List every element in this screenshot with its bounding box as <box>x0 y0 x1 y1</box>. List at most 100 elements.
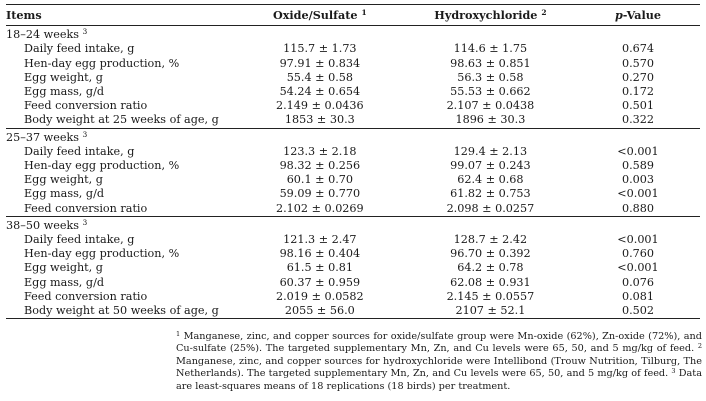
footnote-text: Data are least-squares means of 18 repli… <box>176 368 702 392</box>
row-item-label: Body weight at 25 weeks of age, g <box>24 113 219 127</box>
row-item-label: Feed conversion ratio <box>24 99 148 113</box>
hydroxychloride-value: 2.107 ± 0.0438 <box>446 99 535 113</box>
p-value: 0.570 <box>621 56 654 70</box>
table-row: Daily feed intake, g 121.3 ± 2.47 128.7 ± … <box>6 233 700 247</box>
row-item-label: Feed conversion ratio <box>24 289 148 303</box>
table-row: Daily feed intake, g 123.3 ± 2.18 129.4 ± … <box>6 145 700 159</box>
table-row: Hen-day egg production, % 98.16 ± 0.404 96… <box>6 247 700 261</box>
row-item-label: Egg weight, g <box>24 261 103 275</box>
group-label: 25–37 weeks 3 <box>6 127 700 145</box>
hydroxychloride-value: 62.08 ± 0.931 <box>450 275 531 289</box>
row-item-label: Egg weight, g <box>24 173 103 187</box>
p-value: 0.322 <box>621 113 654 127</box>
oxide-sulfate-value: 98.32 ± 0.256 <box>279 159 361 173</box>
oxide-sulfate-value: 2.149 ± 0.0436 <box>276 99 364 113</box>
p-value: 0.589 <box>621 159 654 173</box>
row-item-label: Hen-day egg production, % <box>24 159 180 173</box>
p-value: 0.172 <box>621 85 654 99</box>
p-value: 0.270 <box>621 70 654 84</box>
group-header-row: 38–50 weeks 3 <box>6 215 700 234</box>
hydroxychloride-value: 64.2 ± 0.78 <box>457 261 524 275</box>
header-oxide-sulfate: Oxide/Sulfate 1 <box>234 3 405 27</box>
group-label: 38–50 weeks 3 <box>6 215 700 234</box>
results-table: Items Oxide/Sulfate 1 Hydroxychloride 2 … <box>6 3 700 320</box>
p-value: 0.502 <box>575 304 700 320</box>
group-header-row: 25–37 weeks 3 <box>6 127 700 145</box>
p-value: <0.001 <box>617 261 659 275</box>
p-value: 0.674 <box>621 42 654 56</box>
oxide-sulfate-value: 115.7 ± 1.73 <box>283 42 357 56</box>
oxide-sulfate-value: 60.37 ± 0.959 <box>279 275 361 289</box>
row-item-label: Daily feed intake, g <box>24 233 135 247</box>
hydroxychloride-value: 129.4 ± 2.13 <box>453 144 528 158</box>
oxide-sulfate-value: 2055 ± 56.0 <box>234 304 405 320</box>
header-p-value: p-Value <box>575 3 700 27</box>
hydroxychloride-value: 128.7 ± 2.42 <box>453 233 528 247</box>
table-row: Egg mass, g/d 54.24 ± 0.654 55.53 ± 0.662 0… <box>6 85 700 99</box>
oxide-sulfate-value: 61.5 ± 0.81 <box>286 261 353 275</box>
hydroxychloride-value: 1896 ± 30.3 <box>455 113 526 127</box>
header-items: Items <box>6 3 235 27</box>
row-item-label: Feed conversion ratio <box>24 201 148 215</box>
p-value: 0.081 <box>621 289 654 303</box>
group-header-row: 18–24 weeks 3 <box>6 26 700 43</box>
row-item-label: Hen-day egg production, % <box>24 56 180 70</box>
table-row: Hen-day egg production, % 98.32 ± 0.256 99… <box>6 159 700 173</box>
row-item-label: Daily feed intake, g <box>24 42 135 56</box>
footnote-text: Manganese, zinc, and copper sources for … <box>176 355 702 380</box>
oxide-sulfate-value: 123.3 ± 2.18 <box>283 144 357 158</box>
p-value: 0.076 <box>621 275 654 289</box>
oxide-sulfate-value: 98.16 ± 0.404 <box>279 247 361 261</box>
row-item-label: Egg weight, g <box>24 70 103 84</box>
hydroxychloride-value: 114.6 ± 1.75 <box>453 42 528 56</box>
p-value: 0.760 <box>621 247 654 261</box>
table-body: 18–24 weeks 3 Daily feed intake, g 115.7 ±… <box>6 26 700 320</box>
header-row: Items Oxide/Sulfate 1 Hydroxychloride 2 … <box>6 3 700 27</box>
table-row: Egg weight, g 55.4 ± 0.58 56.3 ± 0.58 0.270 <box>6 71 700 85</box>
oxide-sulfate-value: 55.4 ± 0.58 <box>286 70 353 84</box>
hydroxychloride-value: 2.145 ± 0.0557 <box>446 289 535 303</box>
hydroxychloride-value: 2107 ± 52.1 <box>404 304 576 320</box>
hydroxychloride-value: 96.70 ± 0.392 <box>450 247 531 261</box>
oxide-sulfate-value: 1853 ± 30.3 <box>284 113 355 127</box>
p-value: 0.003 <box>621 173 654 187</box>
oxide-sulfate-value: 121.3 ± 2.47 <box>283 233 357 247</box>
table-row: Feed conversion ratio 2.019 ± 0.0582 2.145… <box>6 290 700 304</box>
hydroxychloride-value: 2.098 ± 0.0257 <box>446 201 535 215</box>
footnotes: 1 Manganese, zinc, and copper sources fo… <box>176 331 702 393</box>
table-row: Egg mass, g/d 59.09 ± 0.770 61.82 ± 0.753 <… <box>6 187 700 201</box>
p-value: 0.880 <box>621 201 654 215</box>
row-item-label: Egg mass, g/d <box>24 187 105 201</box>
footnote-mark: 1 <box>176 330 181 338</box>
table-row: Daily feed intake, g 115.7 ± 1.73 114.6 ± … <box>6 42 700 56</box>
row-item-label: Body weight at 50 weeks of age, g <box>6 304 235 320</box>
hydroxychloride-value: 55.53 ± 0.662 <box>450 85 531 99</box>
oxide-sulfate-value: 2.102 ± 0.0269 <box>276 201 364 215</box>
row-item-label: Daily feed intake, g <box>24 144 135 158</box>
hydroxychloride-value: 98.63 ± 0.851 <box>450 56 531 70</box>
table-row: Body weight at 50 weeks of age, g 2055 ± … <box>6 304 700 320</box>
hydroxychloride-value: 99.07 ± 0.243 <box>450 159 531 173</box>
table-row: Body weight at 25 weeks of age, g 1853 ± … <box>6 113 700 128</box>
table-row: Egg weight, g 61.5 ± 0.81 64.2 ± 0.78 <0.00… <box>6 261 700 275</box>
footnote-text: Manganese, zinc, and copper sources for … <box>176 331 702 355</box>
p-value: <0.001 <box>617 233 659 247</box>
table-row: Feed conversion ratio 2.102 ± 0.0269 2.098… <box>6 202 700 217</box>
row-item-label: Egg mass, g/d <box>24 275 105 289</box>
oxide-sulfate-value: 2.019 ± 0.0582 <box>276 289 364 303</box>
table-row: Hen-day egg production, % 97.91 ± 0.834 98… <box>6 57 700 71</box>
p-value: <0.001 <box>617 144 659 158</box>
hydroxychloride-value: 61.82 ± 0.753 <box>450 187 531 201</box>
header-hydroxychloride: Hydroxychloride 2 <box>404 3 576 27</box>
oxide-sulfate-value: 59.09 ± 0.770 <box>279 187 361 201</box>
row-item-label: Hen-day egg production, % <box>24 247 180 261</box>
p-value: <0.001 <box>617 187 659 201</box>
oxide-sulfate-value: 97.91 ± 0.834 <box>279 56 361 70</box>
table-row: Egg mass, g/d 60.37 ± 0.959 62.08 ± 0.931 0… <box>6 276 700 290</box>
footnote-mark: 3 <box>671 367 676 376</box>
oxide-sulfate-value: 60.1 ± 0.70 <box>286 173 353 187</box>
hydroxychloride-value: 56.3 ± 0.58 <box>457 70 524 84</box>
hydroxychloride-value: 62.4 ± 0.68 <box>457 173 524 187</box>
p-value: 0.501 <box>621 99 654 113</box>
